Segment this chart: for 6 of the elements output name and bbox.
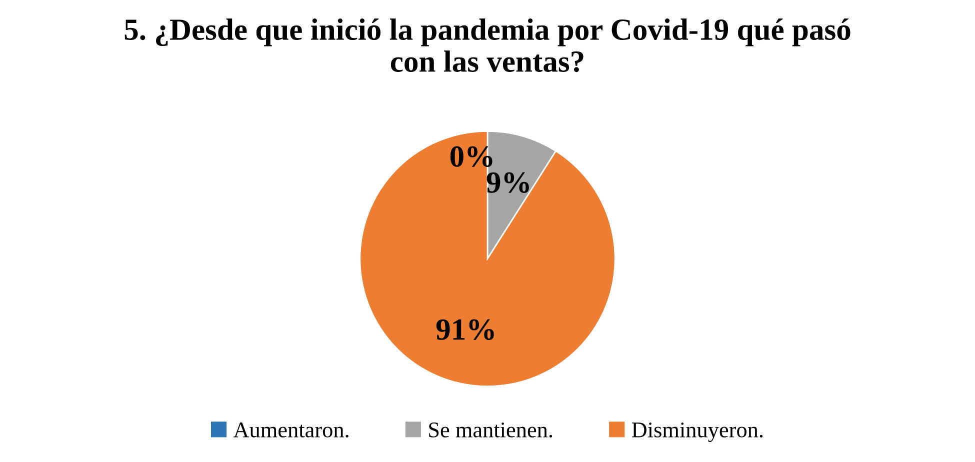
legend-label: Disminuyeron.: [632, 422, 763, 442]
data-label: 91%: [436, 319, 494, 340]
legend-label: Aumentaron.: [233, 422, 348, 438]
data-label: 9%: [486, 172, 529, 193]
chart-title: 5. ¿Desde que inició la pandemia por Covid-19 qué pasó con las ventas?: [124, 18, 850, 72]
legend-label: Se mantienen.: [429, 422, 552, 438]
